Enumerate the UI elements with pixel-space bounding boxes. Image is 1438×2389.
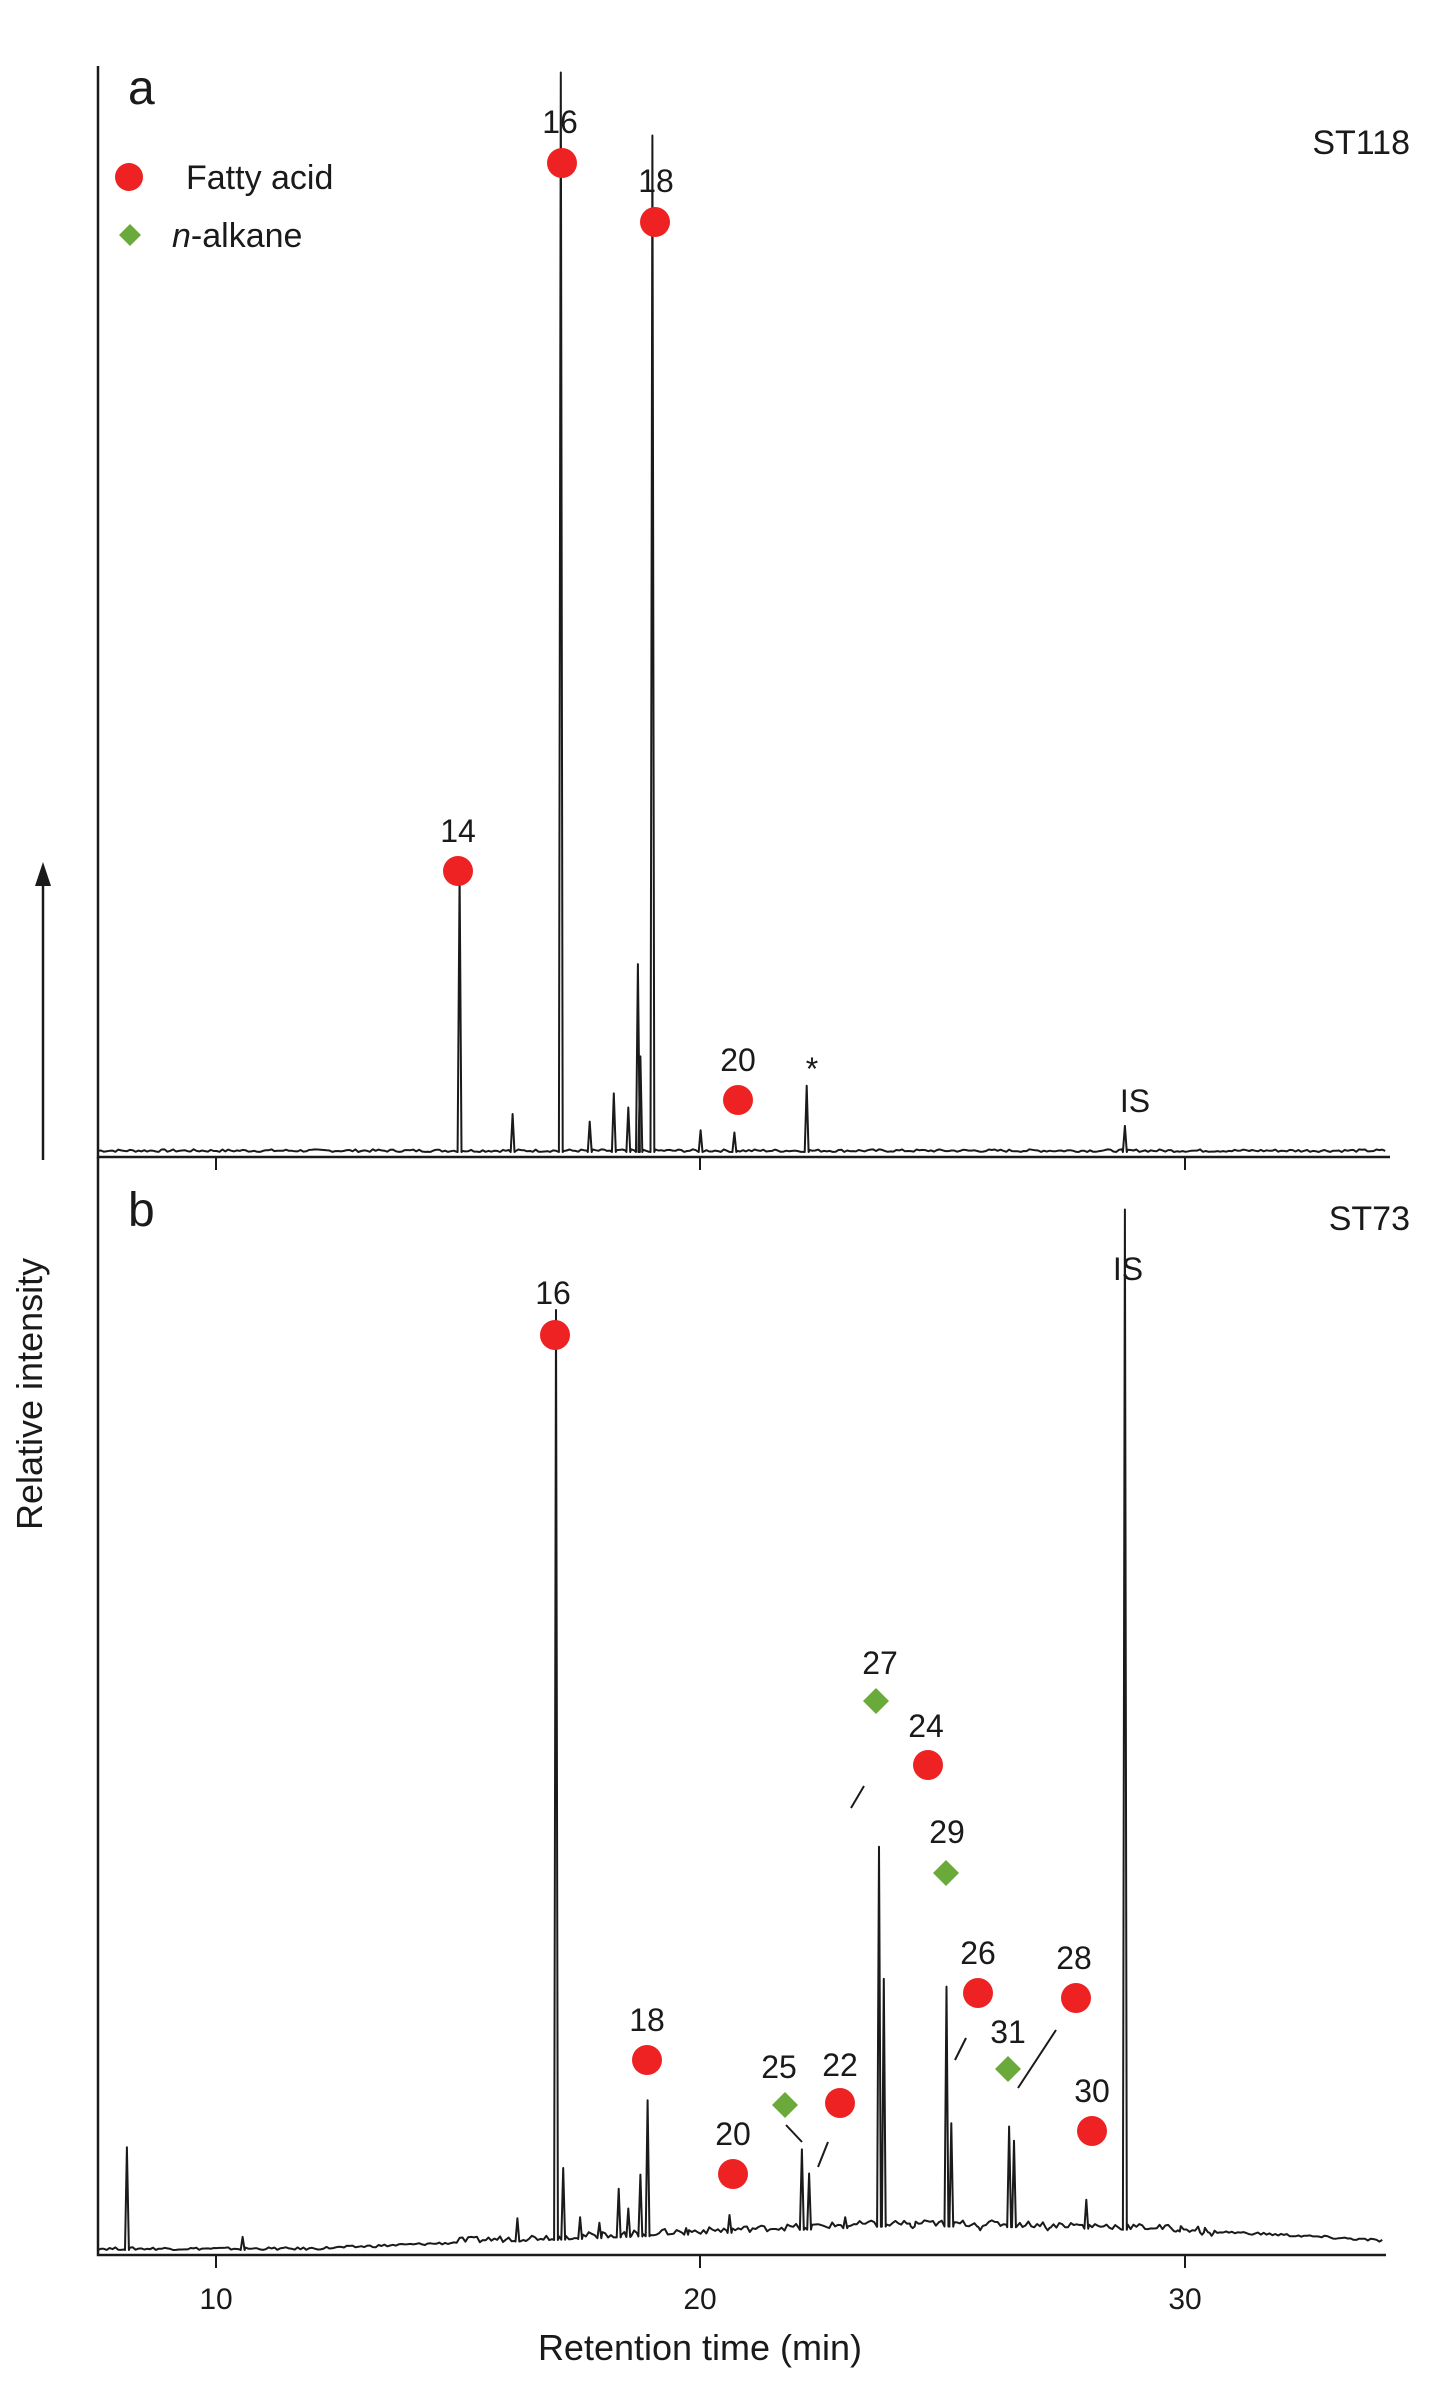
panel-b-trace [97,1208,1383,2251]
fatty-acid-marker [443,856,473,886]
panel-a-annotation-14: 14 [440,813,476,886]
panel-b-annotation-30: 30 [1074,2073,1110,2146]
leader-line-26 [954,2037,967,2061]
x-tick-label-10: 10 [199,2283,232,2316]
peak-label-is-b: IS [1113,1251,1143,1287]
fatty-acid-marker [1061,1983,1091,2013]
panel-b-annotation-29: 29 [929,1814,965,1886]
peak-label-24: 24 [908,1708,944,1744]
panel-b-sample-label: ST73 [1329,1200,1410,1238]
x-axis: 10 20 30 Retention time (min) [199,2283,1201,2368]
y-axis-arrow-icon [35,862,51,886]
y-axis-title-group: Relative intensity [9,862,51,1530]
x-axis-title: Retention time (min) [538,2327,862,2368]
peak-label-30: 30 [1074,2073,1110,2109]
panel-a: a ST118 Fatty acid n-alkane 14 16 18 20 … [96,62,1410,1170]
leader-line-28 [1017,2029,1057,2089]
panel-a-trace [97,71,1386,1153]
panel-a-annotation-20: 20 [720,1042,756,1115]
panel-b-annotation-20: 20 [715,2116,751,2189]
y-axis-title: Relative intensity [9,1258,50,1530]
peak-label-28: 28 [1056,1940,1092,1976]
fatty-acid-marker [723,1085,753,1115]
fatty-acid-marker [963,1978,993,2008]
panel-a-annotation-18: 18 [638,163,674,237]
x-tick-label-30: 30 [1168,2283,1201,2316]
peak-label-29: 29 [929,1814,965,1850]
panel-b: b ST73 16 18 20 25 22 [96,1157,1410,2268]
peak-label-asterisk: * [806,1051,818,1087]
peak-label-16: 16 [542,104,578,140]
peak-label-31: 31 [990,2014,1026,2050]
n-alkane-marker [772,2092,798,2118]
panel-b-annotation-16: 16 [535,1275,571,1350]
panel-b-annotation-27: 27 [862,1645,898,1714]
legend-n-alkane-suffix: -alkane [191,217,303,255]
peak-label-27: 27 [862,1645,898,1681]
panel-b-annotation-25: 25 [761,2049,798,2118]
leader-line-22 [817,2141,829,2168]
leader-line-25 [785,2124,803,2143]
x-tick-label-20: 20 [683,2283,716,2316]
fatty-acid-marker [540,1320,570,1350]
fatty-acid-marker [547,148,577,178]
panel-b-annotation-31: 31 [990,2014,1026,2082]
panel-b-annotation-28: 28 [1056,1940,1092,2013]
legend-n-alkane-label: n-alkane [172,217,302,255]
panel-a-sample-label: ST118 [1312,124,1410,162]
panel-b-annotation-18: 18 [629,2002,665,2075]
peak-label-26: 26 [960,1935,996,1971]
fatty-acid-marker [1077,2116,1107,2146]
panel-a-annotation-16: 16 [542,104,578,178]
legend-diamond-marker [119,224,141,246]
peak-label-22: 22 [822,2047,858,2083]
fatty-acid-marker [825,2088,855,2118]
panel-b-annotation-22: 22 [822,2047,858,2118]
peak-label-25: 25 [761,2049,797,2085]
legend-circle-marker [115,163,143,191]
panel-b-axes [96,1157,1386,2257]
panel-b-annotation-26: 26 [960,1935,996,2008]
peak-label-16-b: 16 [535,1275,571,1311]
peak-label-20-b: 20 [715,2116,751,2152]
peak-label-14: 14 [440,813,476,849]
fatty-acid-marker [718,2159,748,2189]
legend-n-alkane-italic: n [172,217,191,255]
legend-fatty-acid-label: Fatty acid [186,159,333,197]
n-alkane-marker [933,1860,959,1886]
n-alkane-marker [863,1688,889,1714]
panel-b-annotation-24: 24 [908,1708,944,1780]
panel-a-letter: a [128,62,155,115]
panel-b-letter: b [128,1184,155,1237]
peak-label-18-b: 18 [629,2002,665,2038]
leader-line-24 [850,1785,865,1809]
fatty-acid-marker [632,2045,662,2075]
peak-label-is-a: IS [1120,1083,1150,1119]
n-alkane-marker [995,2056,1021,2082]
peak-label-18: 18 [638,163,674,199]
legend: Fatty acid n-alkane [115,159,333,255]
leader-lines [785,1785,1057,2168]
fatty-acid-marker [913,1750,943,1780]
peak-label-20: 20 [720,1042,756,1078]
fatty-acid-marker [640,207,670,237]
